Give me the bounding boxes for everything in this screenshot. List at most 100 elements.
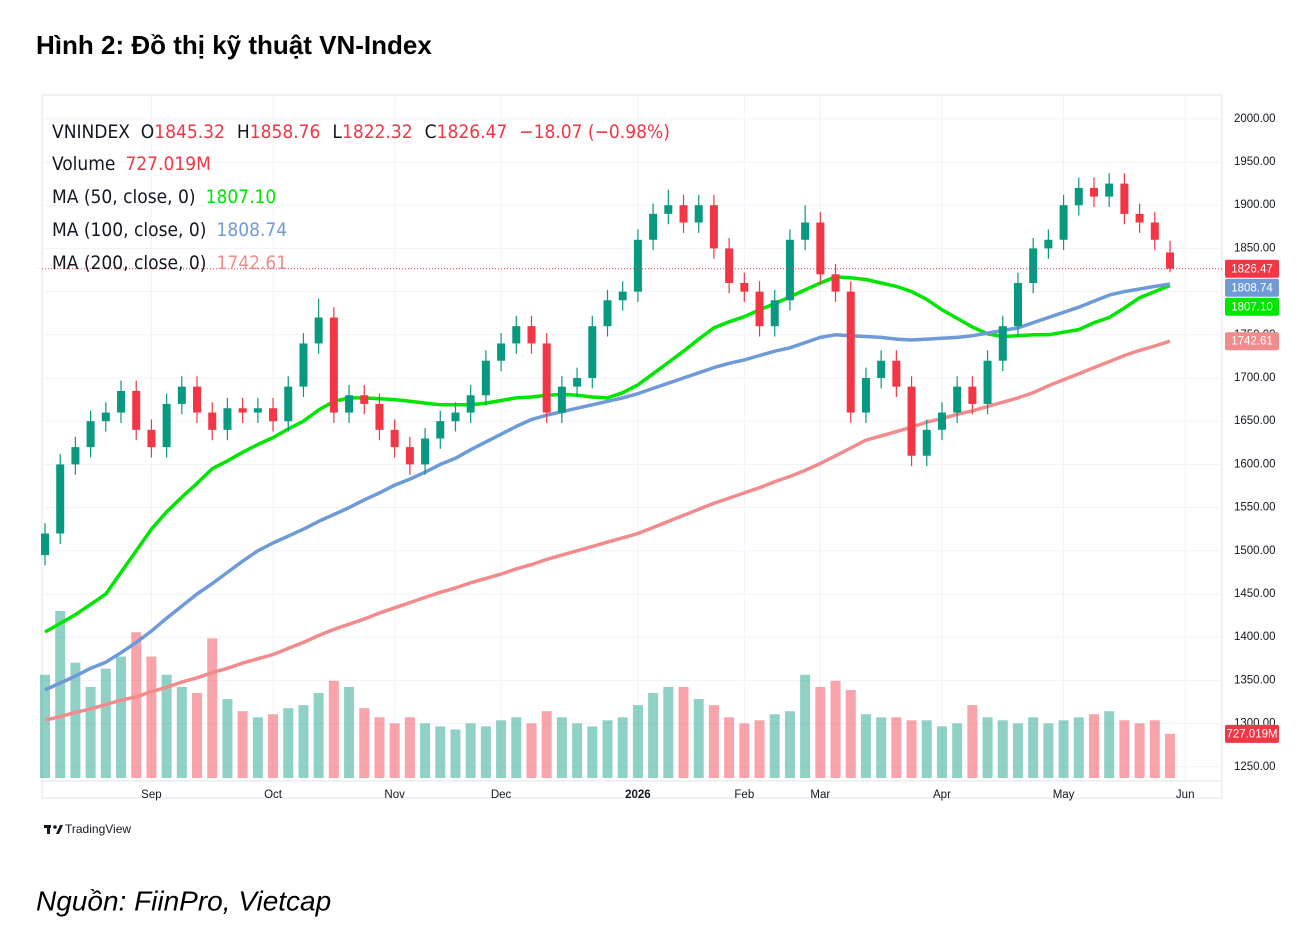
candle-body: [162, 403, 171, 448]
candle-body: [907, 386, 916, 456]
legend-line: MA (50, close, 0) 1807.10: [52, 186, 276, 208]
volume-bar: [572, 723, 583, 778]
volume-bar: [815, 686, 826, 778]
volume-bar: [465, 723, 476, 778]
candle-body: [1059, 205, 1068, 240]
ma-name: MA (100, close, 0): [52, 219, 206, 241]
volume-bar: [359, 708, 370, 778]
volume-bar: [116, 656, 127, 778]
ohlc-letter: L: [332, 121, 342, 143]
volume-bar: [845, 689, 856, 778]
y-tick-label: 1700.00: [1234, 372, 1276, 384]
volume-bar: [997, 720, 1008, 778]
ohlc-value: 1858.76: [250, 121, 321, 143]
candle-body: [527, 326, 536, 344]
candle-body: [816, 222, 825, 275]
price-tag: 727.019M: [1226, 728, 1277, 740]
logo-shape: [53, 825, 57, 829]
price-tag: 1742.61: [1231, 336, 1273, 348]
volume-bar: [800, 674, 811, 778]
volume-bar: [389, 723, 400, 778]
x-tick-label: Mar: [810, 789, 830, 801]
candle-body: [86, 421, 95, 448]
volume-bar: [1149, 720, 1160, 778]
volume-layer: [40, 611, 1175, 778]
candle-body: [223, 408, 232, 430]
volume-bar: [1134, 723, 1145, 778]
candle-body: [770, 300, 779, 327]
source: Nguồn: FiinPro, Vietcap: [36, 885, 331, 916]
y-tick-label: 1650.00: [1234, 415, 1276, 427]
y-tick-label: 1500.00: [1234, 545, 1276, 557]
ohlc-letter: O: [141, 121, 154, 143]
volume-bar: [739, 723, 750, 778]
volume-bar: [663, 686, 674, 778]
tradingview-logo: TradingView: [44, 822, 131, 836]
candle-body: [497, 343, 506, 361]
candle-body: [664, 205, 673, 214]
candle-body: [177, 386, 186, 404]
y-tick-label: 1600.00: [1234, 458, 1276, 470]
volume-bar: [496, 720, 507, 778]
candle-body: [405, 447, 414, 465]
ma-value: 1807.10: [206, 186, 277, 208]
volume-bar: [374, 717, 385, 778]
volume-bar: [283, 708, 294, 778]
volume-bar: [298, 705, 309, 778]
x-tick-label: Oct: [264, 789, 283, 801]
volume-name: Volume: [52, 153, 115, 175]
candle-body: [41, 533, 49, 556]
candle-body: [56, 464, 65, 534]
candle-body: [466, 395, 475, 413]
volume-bar: [70, 662, 81, 778]
candle-body: [1135, 213, 1144, 223]
volume-bar: [602, 720, 613, 778]
volume-bar: [237, 711, 248, 778]
chart-title: Hình 2: Đồ thị kỹ thuật VN-Index: [36, 30, 432, 60]
candle-body: [1013, 282, 1022, 327]
volume-bar: [754, 720, 765, 778]
ohlc-value: 1826.47: [437, 121, 508, 143]
candle-body: [1074, 187, 1083, 206]
volume-bar: [1119, 720, 1130, 778]
ma-name: MA (200, close, 0): [52, 252, 206, 274]
watermark: TradingView: [65, 822, 131, 836]
volume-bar: [876, 717, 887, 778]
y-tick-label: 1550.00: [1234, 502, 1276, 514]
candle-body: [709, 205, 718, 249]
volume-bar: [100, 668, 111, 778]
candle-body: [1150, 222, 1159, 240]
x-tick-label: Feb: [734, 789, 754, 801]
volume-bar: [830, 680, 841, 778]
logo-shape: [56, 825, 63, 834]
volume-bar: [268, 714, 279, 778]
y-tick-label: 1850.00: [1234, 242, 1276, 254]
volume-bar: [1073, 717, 1084, 778]
candle-body: [1105, 183, 1114, 197]
volume-bar: [587, 726, 598, 778]
candle-body: [360, 395, 369, 404]
volume-value: 727.019M: [125, 153, 210, 175]
candle-body: [147, 429, 156, 448]
price-tag: 1807.10: [1231, 301, 1273, 313]
price-tag-bg: [1225, 724, 1279, 743]
candle-body: [694, 205, 703, 223]
price-tag-bg: [1225, 332, 1279, 351]
volume-bar: [344, 686, 355, 778]
legend-line: MA (200, close, 0) 1742.61: [52, 252, 287, 274]
ohlc-letter: C: [425, 121, 437, 143]
candle-body: [573, 378, 582, 387]
price-tag-bg: [1225, 259, 1279, 278]
legend-line: MA (100, close, 0) 1808.74: [52, 219, 287, 241]
y-tick-label: 1400.00: [1234, 631, 1276, 643]
volume-bar: [480, 726, 491, 778]
ohlc-value: 1845.32: [154, 121, 225, 143]
volume-bar: [617, 717, 628, 778]
volume-bar: [435, 726, 446, 778]
candle-body: [253, 408, 262, 413]
candle-body: [132, 390, 141, 430]
price-tag-bg: [1225, 278, 1279, 297]
volume-bar: [192, 692, 203, 778]
y-tick-label: 1950.00: [1234, 156, 1276, 168]
candle-body: [968, 386, 977, 404]
